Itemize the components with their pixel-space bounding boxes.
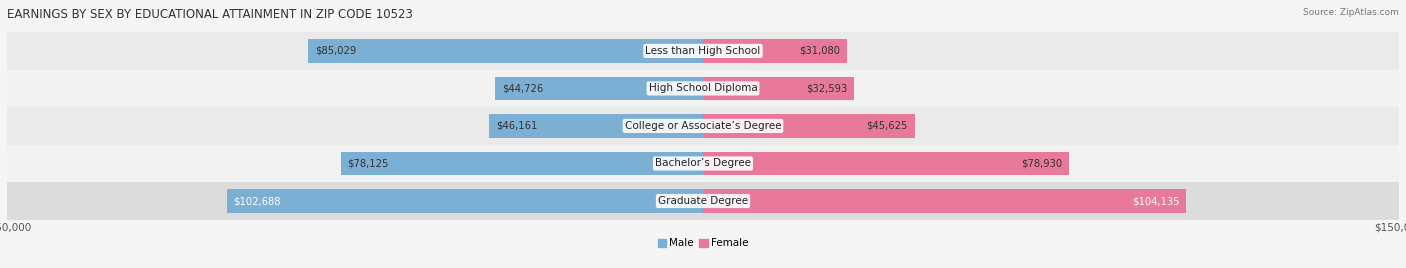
- Bar: [340, 152, 703, 175]
- Text: $102,688: $102,688: [233, 196, 281, 206]
- Text: $32,593: $32,593: [806, 83, 848, 94]
- Bar: [308, 39, 703, 62]
- Text: Less than High School: Less than High School: [645, 46, 761, 56]
- Bar: [703, 189, 1187, 213]
- Text: $78,125: $78,125: [347, 158, 389, 169]
- Bar: [703, 39, 848, 62]
- Bar: [7, 145, 1399, 182]
- Bar: [7, 70, 1399, 107]
- Bar: [703, 114, 915, 137]
- Bar: [703, 152, 1069, 175]
- Text: High School Diploma: High School Diploma: [648, 83, 758, 94]
- Text: EARNINGS BY SEX BY EDUCATIONAL ATTAINMENT IN ZIP CODE 10523: EARNINGS BY SEX BY EDUCATIONAL ATTAINMEN…: [7, 8, 413, 21]
- Text: Graduate Degree: Graduate Degree: [658, 196, 748, 206]
- Bar: [7, 182, 1399, 220]
- Text: College or Associate’s Degree: College or Associate’s Degree: [624, 121, 782, 131]
- Bar: [495, 77, 703, 100]
- Text: $45,625: $45,625: [866, 121, 908, 131]
- Text: $85,029: $85,029: [315, 46, 357, 56]
- Text: $78,930: $78,930: [1021, 158, 1063, 169]
- Text: $46,161: $46,161: [496, 121, 537, 131]
- Text: Bachelor’s Degree: Bachelor’s Degree: [655, 158, 751, 169]
- Bar: [226, 189, 703, 213]
- Legend: Male, Female: Male, Female: [658, 238, 748, 248]
- Text: $104,135: $104,135: [1132, 196, 1180, 206]
- Text: Source: ZipAtlas.com: Source: ZipAtlas.com: [1303, 8, 1399, 17]
- Bar: [7, 107, 1399, 145]
- Bar: [7, 32, 1399, 70]
- Bar: [703, 77, 855, 100]
- Bar: [489, 114, 703, 137]
- Text: $44,726: $44,726: [502, 83, 544, 94]
- Text: $31,080: $31,080: [799, 46, 841, 56]
